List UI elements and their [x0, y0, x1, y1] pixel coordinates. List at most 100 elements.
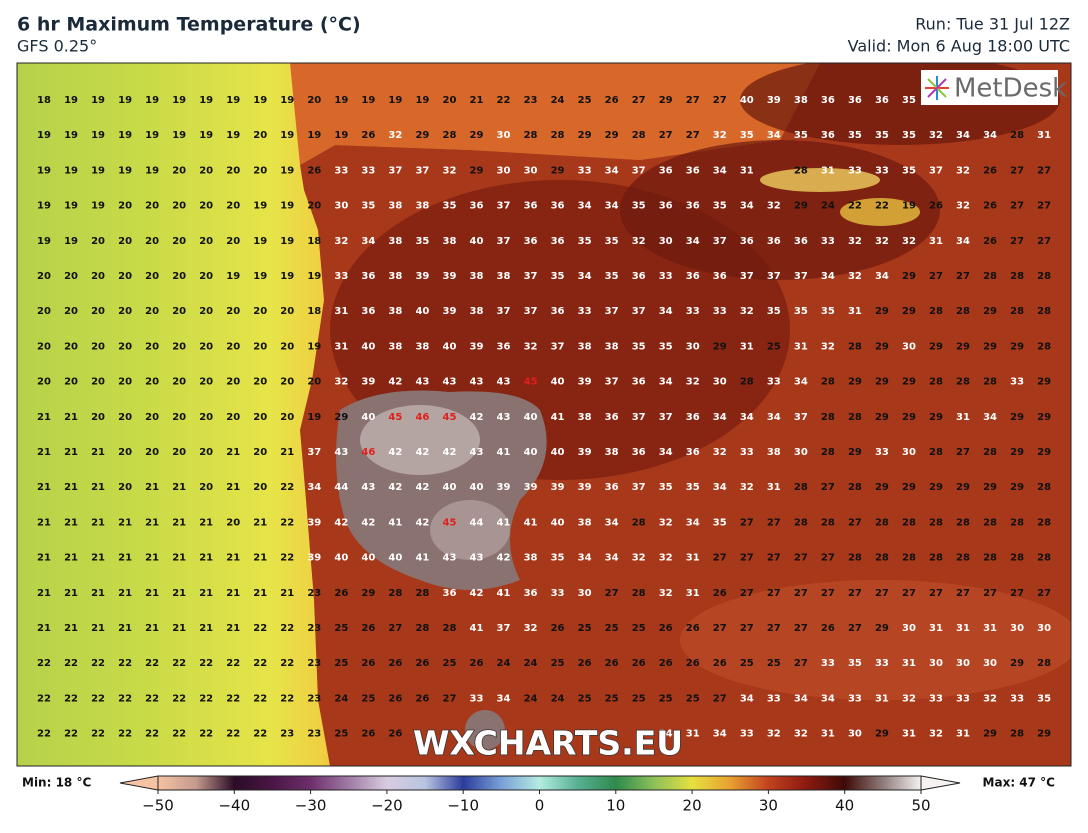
- temperature-value: 20: [199, 165, 213, 176]
- temperature-value: 40: [361, 341, 375, 352]
- temperature-value: 39: [497, 482, 511, 493]
- temperature-value: 21: [37, 588, 51, 599]
- temperature-value: 27: [902, 588, 916, 599]
- temperature-value: 25: [605, 623, 619, 634]
- temperature-value: 35: [578, 236, 592, 247]
- temperature-value: 19: [91, 165, 105, 176]
- temperature-value: 19: [172, 95, 186, 106]
- temperature-value: 42: [415, 447, 429, 458]
- temperature-value: 35: [875, 130, 889, 141]
- colorbar-tick-label: −10: [447, 797, 479, 815]
- temperature-value: 35: [605, 236, 619, 247]
- temperature-value: 27: [1037, 236, 1051, 247]
- temperature-value: 24: [821, 201, 835, 212]
- temperature-value: 35: [686, 482, 700, 493]
- temperature-value: 20: [199, 236, 213, 247]
- temperature-value: 25: [605, 693, 619, 704]
- temperature-value: 27: [956, 271, 970, 282]
- temperature-value: 27: [767, 623, 781, 634]
- temperature-value: 20: [145, 377, 159, 388]
- temperature-value: 21: [64, 447, 78, 458]
- temperature-value: 19: [37, 236, 51, 247]
- temperature-value: 36: [659, 201, 673, 212]
- temperature-value: 25: [767, 341, 781, 352]
- temperature-value: 27: [767, 588, 781, 599]
- temperature-value: 28: [442, 623, 456, 634]
- temperature-value: 44: [334, 482, 348, 493]
- temperature-value: 19: [118, 95, 132, 106]
- temperature-value: 24: [524, 693, 538, 704]
- temperature-value: 34: [605, 553, 619, 564]
- temperature-value: 42: [388, 447, 402, 458]
- temperature-value: 20: [172, 201, 186, 212]
- temperature-value: 22: [199, 693, 213, 704]
- temperature-value: 37: [497, 201, 511, 212]
- temperature-value: 32: [713, 447, 727, 458]
- temperature-value: 27: [1037, 201, 1051, 212]
- temperature-value: 28: [632, 130, 646, 141]
- temperature-value: 20: [226, 412, 240, 423]
- temperature-value: 32: [524, 341, 538, 352]
- temperature-value: 29: [1037, 729, 1051, 740]
- temperature-value: 29: [929, 412, 943, 423]
- temperature-value: 34: [983, 130, 997, 141]
- temperature-value: 32: [848, 271, 862, 282]
- temperature-value: 27: [713, 623, 727, 634]
- temperature-value: 26: [388, 729, 402, 740]
- temperature-value: 21: [91, 447, 105, 458]
- temperature-value: 20: [253, 447, 267, 458]
- temperature-value: 21: [226, 447, 240, 458]
- temperature-value: 43: [497, 412, 511, 423]
- temperature-value: 20: [172, 377, 186, 388]
- temperature-value: 35: [605, 271, 619, 282]
- temperature-value: 35: [713, 517, 727, 528]
- temperature-value: 31: [686, 588, 700, 599]
- temperature-value: 36: [875, 95, 889, 106]
- temperature-value: 35: [551, 271, 565, 282]
- temperature-value: 25: [659, 693, 673, 704]
- temperature-value: 18: [307, 306, 321, 317]
- temperature-value: 27: [821, 553, 835, 564]
- map-background: [17, 63, 1071, 766]
- temperature-value: 26: [415, 658, 429, 669]
- temperature-value: 36: [524, 588, 538, 599]
- temperature-value: 27: [442, 693, 456, 704]
- colorbar-tick-label: −20: [371, 797, 403, 815]
- temperature-value: 22: [280, 623, 294, 634]
- temperature-value: 27: [740, 588, 754, 599]
- temperature-value: 28: [794, 517, 808, 528]
- temperature-value: 35: [1037, 693, 1051, 704]
- temperature-value: 21: [118, 553, 132, 564]
- temperature-value: 19: [253, 271, 267, 282]
- temperature-value: 31: [902, 729, 916, 740]
- temperature-value: 26: [713, 658, 727, 669]
- temperature-value: 30: [524, 165, 538, 176]
- temperature-value: 20: [307, 377, 321, 388]
- temperature-value: 21: [145, 517, 159, 528]
- temperature-value: 31: [875, 693, 889, 704]
- temperature-value: 31: [821, 729, 835, 740]
- temperature-value: 19: [91, 95, 105, 106]
- temperature-value: 38: [605, 341, 619, 352]
- temperature-value: 40: [524, 412, 538, 423]
- temperature-value: 42: [361, 517, 375, 528]
- temperature-value: 39: [470, 341, 484, 352]
- temperature-value: 27: [740, 623, 754, 634]
- temperature-value: 33: [929, 693, 943, 704]
- temperature-value: 30: [929, 658, 943, 669]
- temperature-value: 19: [145, 95, 159, 106]
- temperature-value: 28: [740, 377, 754, 388]
- temperature-value: 22: [226, 658, 240, 669]
- temperature-value: 36: [632, 377, 646, 388]
- temperature-value: 29: [1037, 412, 1051, 423]
- temperature-value: 35: [632, 341, 646, 352]
- temperature-value: 26: [470, 658, 484, 669]
- temperature-value: 25: [632, 623, 646, 634]
- temperature-value: 21: [470, 95, 484, 106]
- temperature-value: 28: [983, 447, 997, 458]
- temperature-value: 21: [64, 517, 78, 528]
- temperature-value: 29: [875, 341, 889, 352]
- temperature-value: 21: [145, 588, 159, 599]
- temperature-value: 19: [226, 95, 240, 106]
- temperature-value: 21: [172, 588, 186, 599]
